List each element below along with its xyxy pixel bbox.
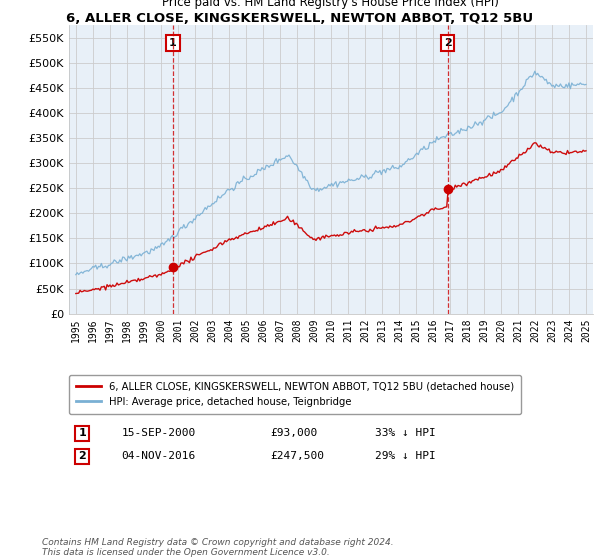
Text: 15-SEP-2000: 15-SEP-2000 <box>121 428 196 438</box>
Text: 2: 2 <box>444 38 452 48</box>
Text: £247,500: £247,500 <box>271 451 325 461</box>
Text: £93,000: £93,000 <box>271 428 318 438</box>
Text: 1: 1 <box>78 428 86 438</box>
Legend: 6, ALLER CLOSE, KINGSKERSWELL, NEWTON ABBOT, TQ12 5BU (detached house), HPI: Ave: 6, ALLER CLOSE, KINGSKERSWELL, NEWTON AB… <box>69 375 521 414</box>
Text: Contains HM Land Registry data © Crown copyright and database right 2024.
This d: Contains HM Land Registry data © Crown c… <box>42 538 394 557</box>
Text: 2: 2 <box>78 451 86 461</box>
Text: 04-NOV-2016: 04-NOV-2016 <box>121 451 196 461</box>
Text: 33% ↓ HPI: 33% ↓ HPI <box>376 428 436 438</box>
Text: 29% ↓ HPI: 29% ↓ HPI <box>376 451 436 461</box>
Title: Price paid vs. HM Land Registry's House Price Index (HPI): Price paid vs. HM Land Registry's House … <box>163 0 499 9</box>
Text: 6, ALLER CLOSE, KINGSKERSWELL, NEWTON ABBOT, TQ12 5BU: 6, ALLER CLOSE, KINGSKERSWELL, NEWTON AB… <box>67 12 533 25</box>
Text: 1: 1 <box>169 38 177 48</box>
